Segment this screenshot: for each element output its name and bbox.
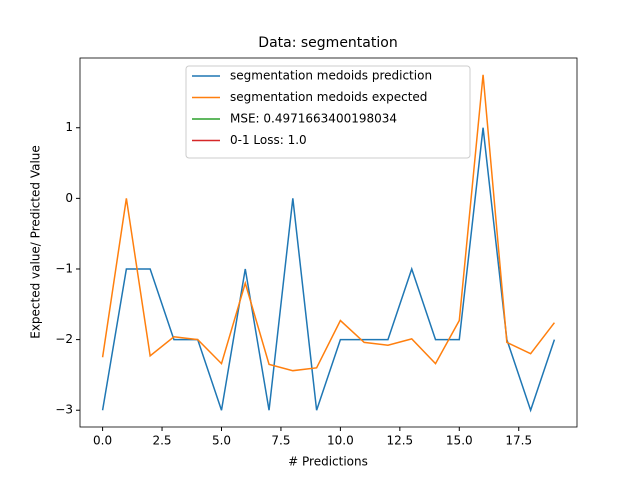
legend-label: segmentation medoids prediction: [230, 69, 432, 83]
y-tick-label: 1: [65, 120, 73, 134]
y-tick-label: −2: [55, 332, 73, 346]
y-tick-label: −1: [55, 261, 73, 275]
x-tick-label: 5.0: [212, 434, 231, 448]
x-tick-label: 2.5: [152, 434, 171, 448]
series-line: [101, 74, 556, 372]
x-tick-label: 0.0: [93, 434, 112, 448]
y-tick-label: 0: [65, 191, 73, 205]
legend-label: MSE: 0.4971663400198034: [230, 112, 397, 126]
x-tick-label: 12.5: [386, 434, 413, 448]
y-tick-label: −3: [55, 403, 73, 417]
chart-title: Data: segmentation: [258, 35, 397, 51]
x-tick-label: 7.5: [271, 434, 290, 448]
x-tick-label: 15.0: [446, 434, 473, 448]
y-axis-label: Expected value/ Predicted Value: [29, 145, 43, 339]
plot-frame: [79, 57, 578, 428]
x-tick-label: 10.0: [327, 434, 354, 448]
x-tick-label: 17.5: [505, 434, 532, 448]
legend-label: segmentation medoids expected: [230, 90, 427, 104]
x-axis-label: # Predictions: [288, 455, 368, 469]
legend-box: [185, 65, 471, 159]
legend-label: 0-1 Loss: 1.0: [230, 133, 307, 147]
series-line: [101, 127, 556, 413]
